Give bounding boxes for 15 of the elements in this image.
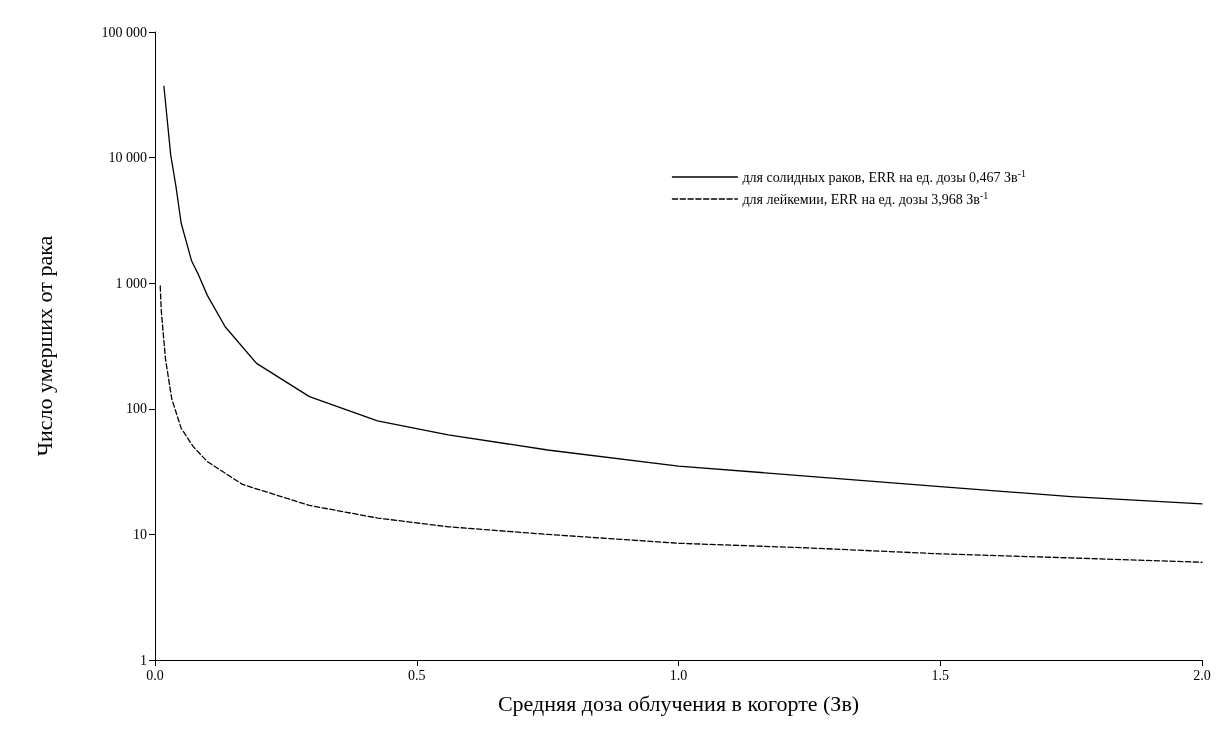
x-axis-title: Средняя доза облучения в когорте (Зв) [497,690,860,716]
line-series [163,85,1203,505]
x-tick-label: 2.0 [1193,667,1211,683]
line-series [159,285,1203,563]
x-tick-label: 1.0 [669,667,688,683]
x-tick-label: 1.5 [931,667,949,683]
y-tick-label: 1 000 [115,275,147,291]
y-tick-label: 1 [140,652,147,668]
y-tick-label: 100 000 [101,24,147,40]
y-tick-label: 10 000 [108,150,147,166]
y-tick-label: 100 [126,401,147,417]
y-tick-label: 10 [133,526,147,542]
x-tick-label: 0.5 [408,667,426,683]
y-axis-title: Число умерших от рака [31,235,57,457]
x-tick-label: 0.0 [146,667,164,683]
